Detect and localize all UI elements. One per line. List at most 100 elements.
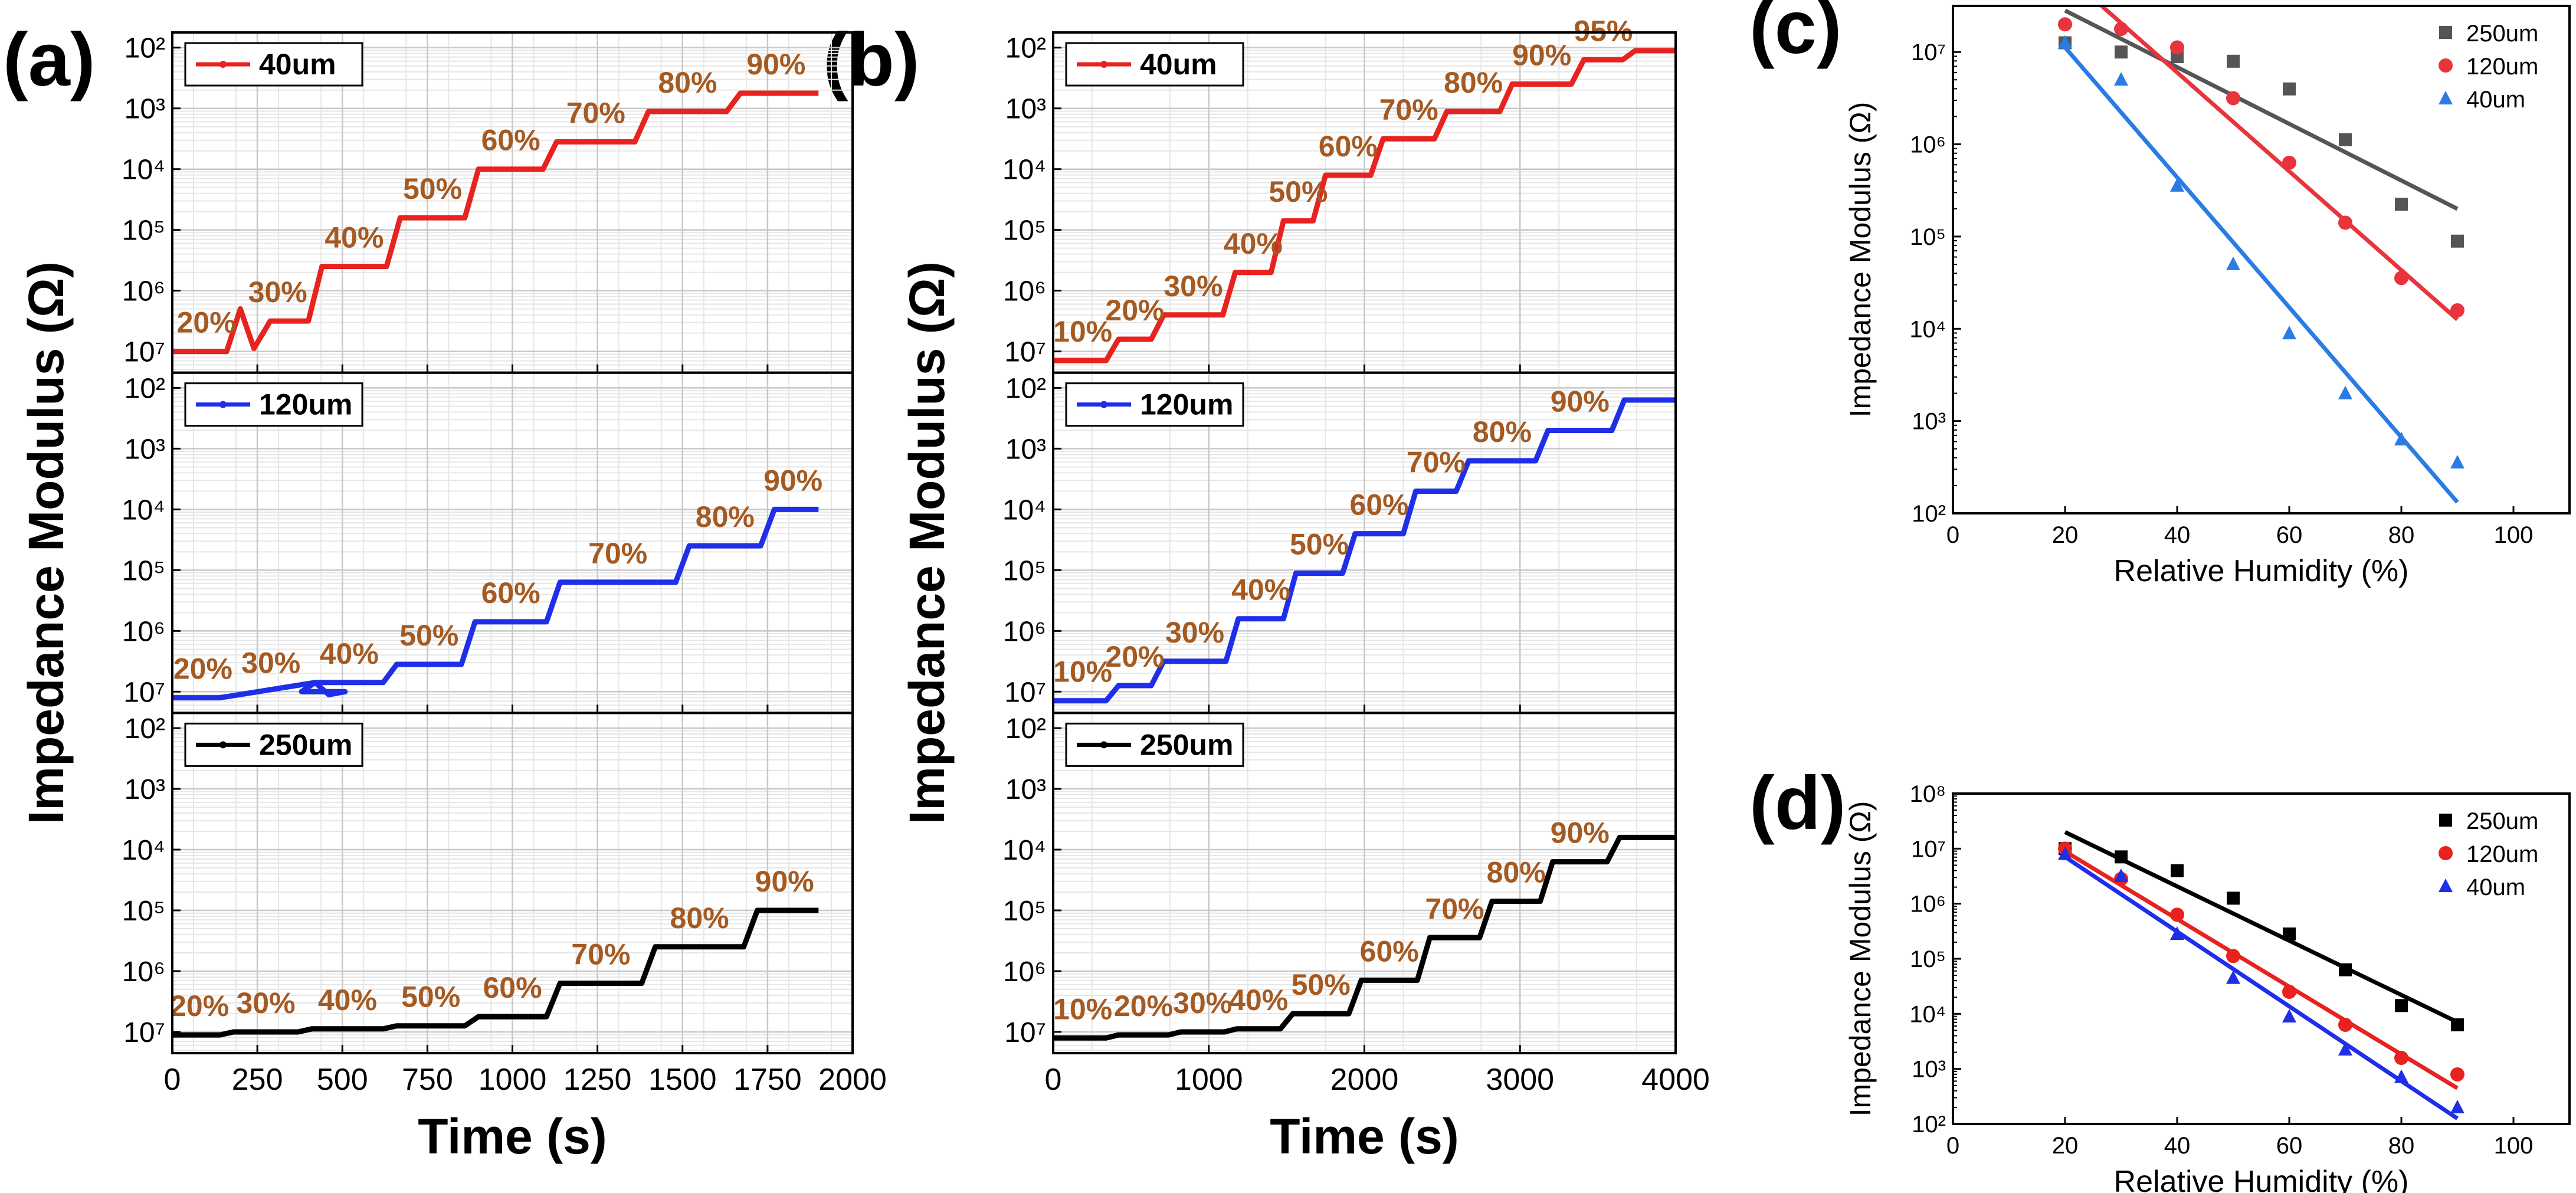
data-point-120um <box>2338 215 2352 230</box>
data-point-250um <box>2339 963 2352 976</box>
level-label: 60% <box>481 576 540 609</box>
x-tick-label: 1750 <box>733 1063 802 1097</box>
series-line-250um <box>1053 834 1676 1041</box>
x-tick-label: 0 <box>1946 1133 1959 1159</box>
legend-marker <box>219 741 227 749</box>
x-tick-label: 80 <box>2388 1133 2415 1159</box>
level-label: 70% <box>588 537 647 570</box>
data-point-40um <box>2282 1009 2296 1022</box>
x-tick-label: 2000 <box>818 1063 887 1097</box>
y-tick-label: 10⁷ <box>1004 337 1046 368</box>
level-label: 50% <box>1292 968 1351 1001</box>
y-tick-label: 10³ <box>1912 1057 1946 1083</box>
level-label: 30% <box>241 646 300 679</box>
level-label: 30% <box>236 986 295 1020</box>
y-tick-label: 10⁴ <box>1909 316 1946 342</box>
legend-box <box>184 42 363 87</box>
level-label: 20% <box>1105 640 1164 673</box>
data-point-250um <box>2451 234 2464 248</box>
series-line-40um <box>1053 48 1676 363</box>
data-point-120um <box>2226 949 2240 963</box>
x-tick-label: 0 <box>164 1063 181 1097</box>
x-tick-label: 1250 <box>563 1063 632 1097</box>
level-label: 40% <box>1231 573 1290 607</box>
y-tick-label: 10² <box>1005 33 1046 64</box>
fit-line-250um <box>2064 8 2459 211</box>
data-point-250um <box>2115 45 2128 59</box>
level-label: 70% <box>566 96 625 129</box>
x-axis-label: Relative Humidity (%) <box>2114 1165 2409 1193</box>
level-label: 80% <box>1473 415 1532 448</box>
x-tick-label: 80 <box>2388 522 2415 548</box>
y-tick-label: 10⁶ <box>1910 132 1946 158</box>
legend-label: 120um <box>2466 54 2538 80</box>
x-tick-label: 20 <box>2052 522 2079 548</box>
data-point-250um <box>2227 54 2240 68</box>
data-point-120um <box>2394 1051 2408 1065</box>
level-label: 40% <box>325 221 384 254</box>
panel-label: (c) <box>1749 0 1841 70</box>
y-axis-label: Impedance Modulus (Ω) <box>18 261 74 824</box>
y-tick-label: 10⁴ <box>1002 155 1046 186</box>
data-point-40um <box>2394 1069 2408 1083</box>
level-label: 20% <box>170 989 229 1022</box>
y-tick-label: 10² <box>1005 373 1046 404</box>
data-point-250um <box>2339 133 2352 146</box>
x-tick-label: 60 <box>2276 1133 2303 1159</box>
data-point-250um <box>2171 864 2184 877</box>
level-label: 60% <box>1350 489 1409 522</box>
data-point-40um <box>2114 868 2128 882</box>
x-tick-label: 1500 <box>648 1063 717 1097</box>
data-point-120um <box>2282 985 2296 999</box>
y-tick-label: 10² <box>1005 713 1046 745</box>
data-point-40um <box>2338 1042 2352 1056</box>
data-point-120um <box>2450 303 2464 317</box>
legend-label: 40um <box>1140 48 1217 81</box>
x-tick-label: 1000 <box>479 1063 547 1097</box>
data-point-250um <box>2451 1018 2464 1031</box>
level-label: 20% <box>177 306 236 339</box>
data-point-40um <box>2170 178 2184 192</box>
legend-label: 250um <box>2466 21 2538 47</box>
y-tick-label: 10³ <box>124 774 165 805</box>
legend-label: 250um <box>259 728 352 761</box>
y-tick-label: 10⁷ <box>123 677 165 708</box>
y-tick-label: 10⁵ <box>1003 555 1046 586</box>
y-tick-label: 10³ <box>1005 434 1046 465</box>
level-label: 70% <box>1425 892 1484 925</box>
fit-line-40um <box>2064 855 2459 1120</box>
level-label: 20% <box>1105 294 1164 327</box>
level-label: 60% <box>1319 130 1378 163</box>
data-point-40um <box>2394 431 2408 445</box>
y-tick-label: 10² <box>1912 501 1946 527</box>
legend-label: 120um <box>1140 388 1233 421</box>
level-label: 40% <box>318 984 377 1017</box>
y-tick-label: 10⁴ <box>122 835 165 866</box>
fit-line-250um <box>2064 830 2459 1024</box>
y-tick-label: 10³ <box>124 434 165 465</box>
level-label: 20% <box>173 653 232 686</box>
level-label: 60% <box>481 124 540 157</box>
series-line-120um <box>172 506 819 701</box>
level-label: 30% <box>248 276 307 309</box>
level-label: 40% <box>1229 984 1288 1017</box>
legend-label: 40um <box>2466 87 2525 113</box>
level-label: 90% <box>746 48 805 81</box>
series-line-120um <box>1053 397 1676 704</box>
legend-marker <box>219 61 227 68</box>
x-tick-label: 100 <box>2494 1133 2534 1159</box>
y-tick-label: 10⁶ <box>1003 276 1046 307</box>
legend-label: 250um <box>1140 728 1233 761</box>
y-tick-label: 10⁶ <box>1003 956 1046 988</box>
level-label: 50% <box>403 172 462 205</box>
level-label: 95% <box>1574 14 1633 47</box>
data-point-40um <box>2114 72 2128 86</box>
legend-marker <box>1100 401 1107 408</box>
legend-label: 40um <box>2466 874 2525 900</box>
level-label: 90% <box>763 464 822 497</box>
y-tick-label: 10³ <box>124 94 165 125</box>
x-tick-label: 40 <box>2164 522 2191 548</box>
data-point-40um <box>2450 455 2464 468</box>
fit-line-120um <box>2098 6 2459 322</box>
data-point-250um <box>2283 82 2296 96</box>
